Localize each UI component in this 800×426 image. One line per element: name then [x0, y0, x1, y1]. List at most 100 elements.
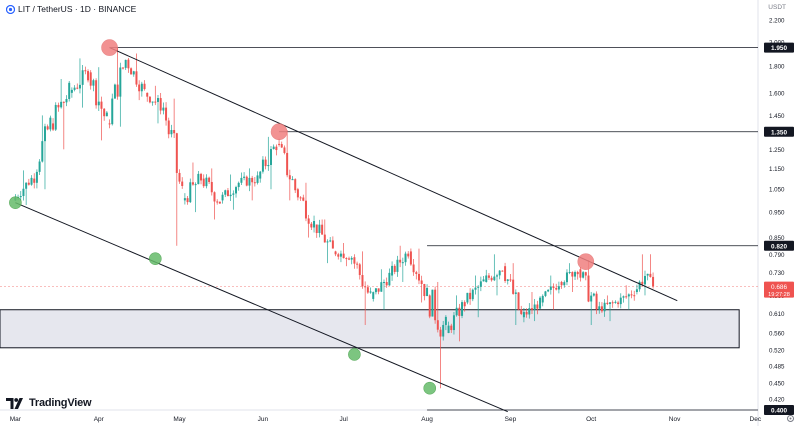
candle-body [431, 289, 434, 317]
candle-body [232, 193, 235, 195]
candle-body [506, 279, 509, 281]
candle-body [54, 104, 57, 130]
candle-body [501, 270, 504, 272]
candle-body [251, 177, 254, 183]
candle-body [35, 171, 38, 183]
candle-body [52, 123, 55, 130]
candle-body [409, 251, 412, 265]
candle-body [326, 241, 329, 243]
candle-body [122, 67, 125, 69]
candle-body [509, 279, 512, 281]
price-tick-label: 2.200 [769, 18, 785, 25]
candle-body [41, 141, 44, 162]
price-tick-label: 0.420 [769, 396, 785, 403]
candle-body [533, 304, 536, 310]
candle-body [627, 294, 630, 297]
candle-body [264, 159, 267, 167]
candle-body [549, 286, 552, 290]
time-tick-label: Jun [258, 416, 269, 423]
candle-body [19, 196, 22, 198]
candle-body [165, 107, 168, 121]
candle-body [479, 281, 482, 287]
candle-body [444, 316, 447, 325]
chart-header: LIT / TetherUS · 1D · BINANCE [6, 3, 136, 15]
price-tick-label: 1.800 [769, 63, 785, 70]
candle-body [458, 307, 461, 316]
tradingview-logo[interactable]: TradingView [6, 396, 92, 410]
price-tick-label: 0.850 [769, 235, 785, 242]
candle-body [592, 293, 595, 296]
candle-body [318, 224, 321, 234]
candle-body [565, 272, 568, 283]
candle-body [619, 297, 622, 305]
candle-body [159, 98, 162, 111]
candle-body [25, 182, 28, 189]
candle-body [600, 306, 603, 312]
candle-body [278, 143, 281, 145]
candle-body [407, 253, 410, 257]
candle-body [245, 176, 248, 186]
price-unit: USDT [768, 4, 786, 11]
support-touch-marker [148, 252, 162, 265]
candle-body [633, 295, 636, 297]
candle-body [288, 175, 291, 180]
support-touch-marker [9, 196, 22, 209]
candle-body [269, 149, 272, 165]
candle-body [310, 223, 313, 228]
price-tick-label: 0.560 [769, 331, 785, 338]
candle-body [517, 292, 520, 310]
candle-body [294, 179, 297, 191]
candle-body [439, 329, 442, 337]
candle-body [582, 272, 585, 278]
price-tick-label: 0.610 [769, 311, 785, 318]
candle-body [504, 266, 507, 281]
candle-body [334, 251, 337, 255]
candle-body [345, 258, 348, 260]
candle-body [323, 234, 326, 243]
settings-icon[interactable] [786, 414, 795, 423]
candle-body [89, 72, 92, 86]
candle-body [60, 101, 63, 108]
candle-body [218, 201, 221, 204]
candle-body [420, 280, 423, 284]
candle-body [151, 101, 154, 103]
candle-body [237, 182, 240, 188]
candle-body [283, 147, 286, 153]
candle-body [385, 282, 388, 286]
candle-body [235, 187, 238, 194]
candle-body [485, 275, 488, 282]
candle-body [560, 281, 563, 286]
candle-body [291, 179, 294, 181]
candle-body [487, 275, 490, 278]
candle-body [256, 175, 259, 183]
candle-body [140, 83, 143, 92]
candle-body [396, 259, 399, 272]
candle-body [584, 272, 587, 276]
candle-body [229, 194, 232, 197]
time-tick-label: Dec [750, 416, 762, 423]
candle-body [248, 177, 251, 186]
candle-body [87, 71, 90, 81]
candle-body [313, 221, 316, 228]
candle-body [364, 286, 367, 288]
candle-body [331, 240, 334, 249]
candle-body [434, 289, 437, 321]
channel-lower-line [15, 202, 508, 413]
candle-body [563, 282, 566, 286]
candle-body [113, 84, 116, 99]
candle-countdown-label: 19:27:28 [768, 292, 790, 298]
candle-body [146, 92, 149, 97]
candle-body [178, 172, 181, 182]
candle-body [84, 70, 87, 72]
symbol-icon [6, 4, 15, 14]
candle-body [482, 279, 485, 282]
candle-body [579, 269, 582, 278]
resistance-touch-marker [101, 39, 118, 56]
candle-body [156, 98, 159, 102]
candle-body [92, 80, 95, 86]
support-zone [0, 309, 740, 349]
candle-body [603, 302, 606, 312]
candle-body [210, 181, 213, 193]
candle-body [646, 273, 649, 276]
